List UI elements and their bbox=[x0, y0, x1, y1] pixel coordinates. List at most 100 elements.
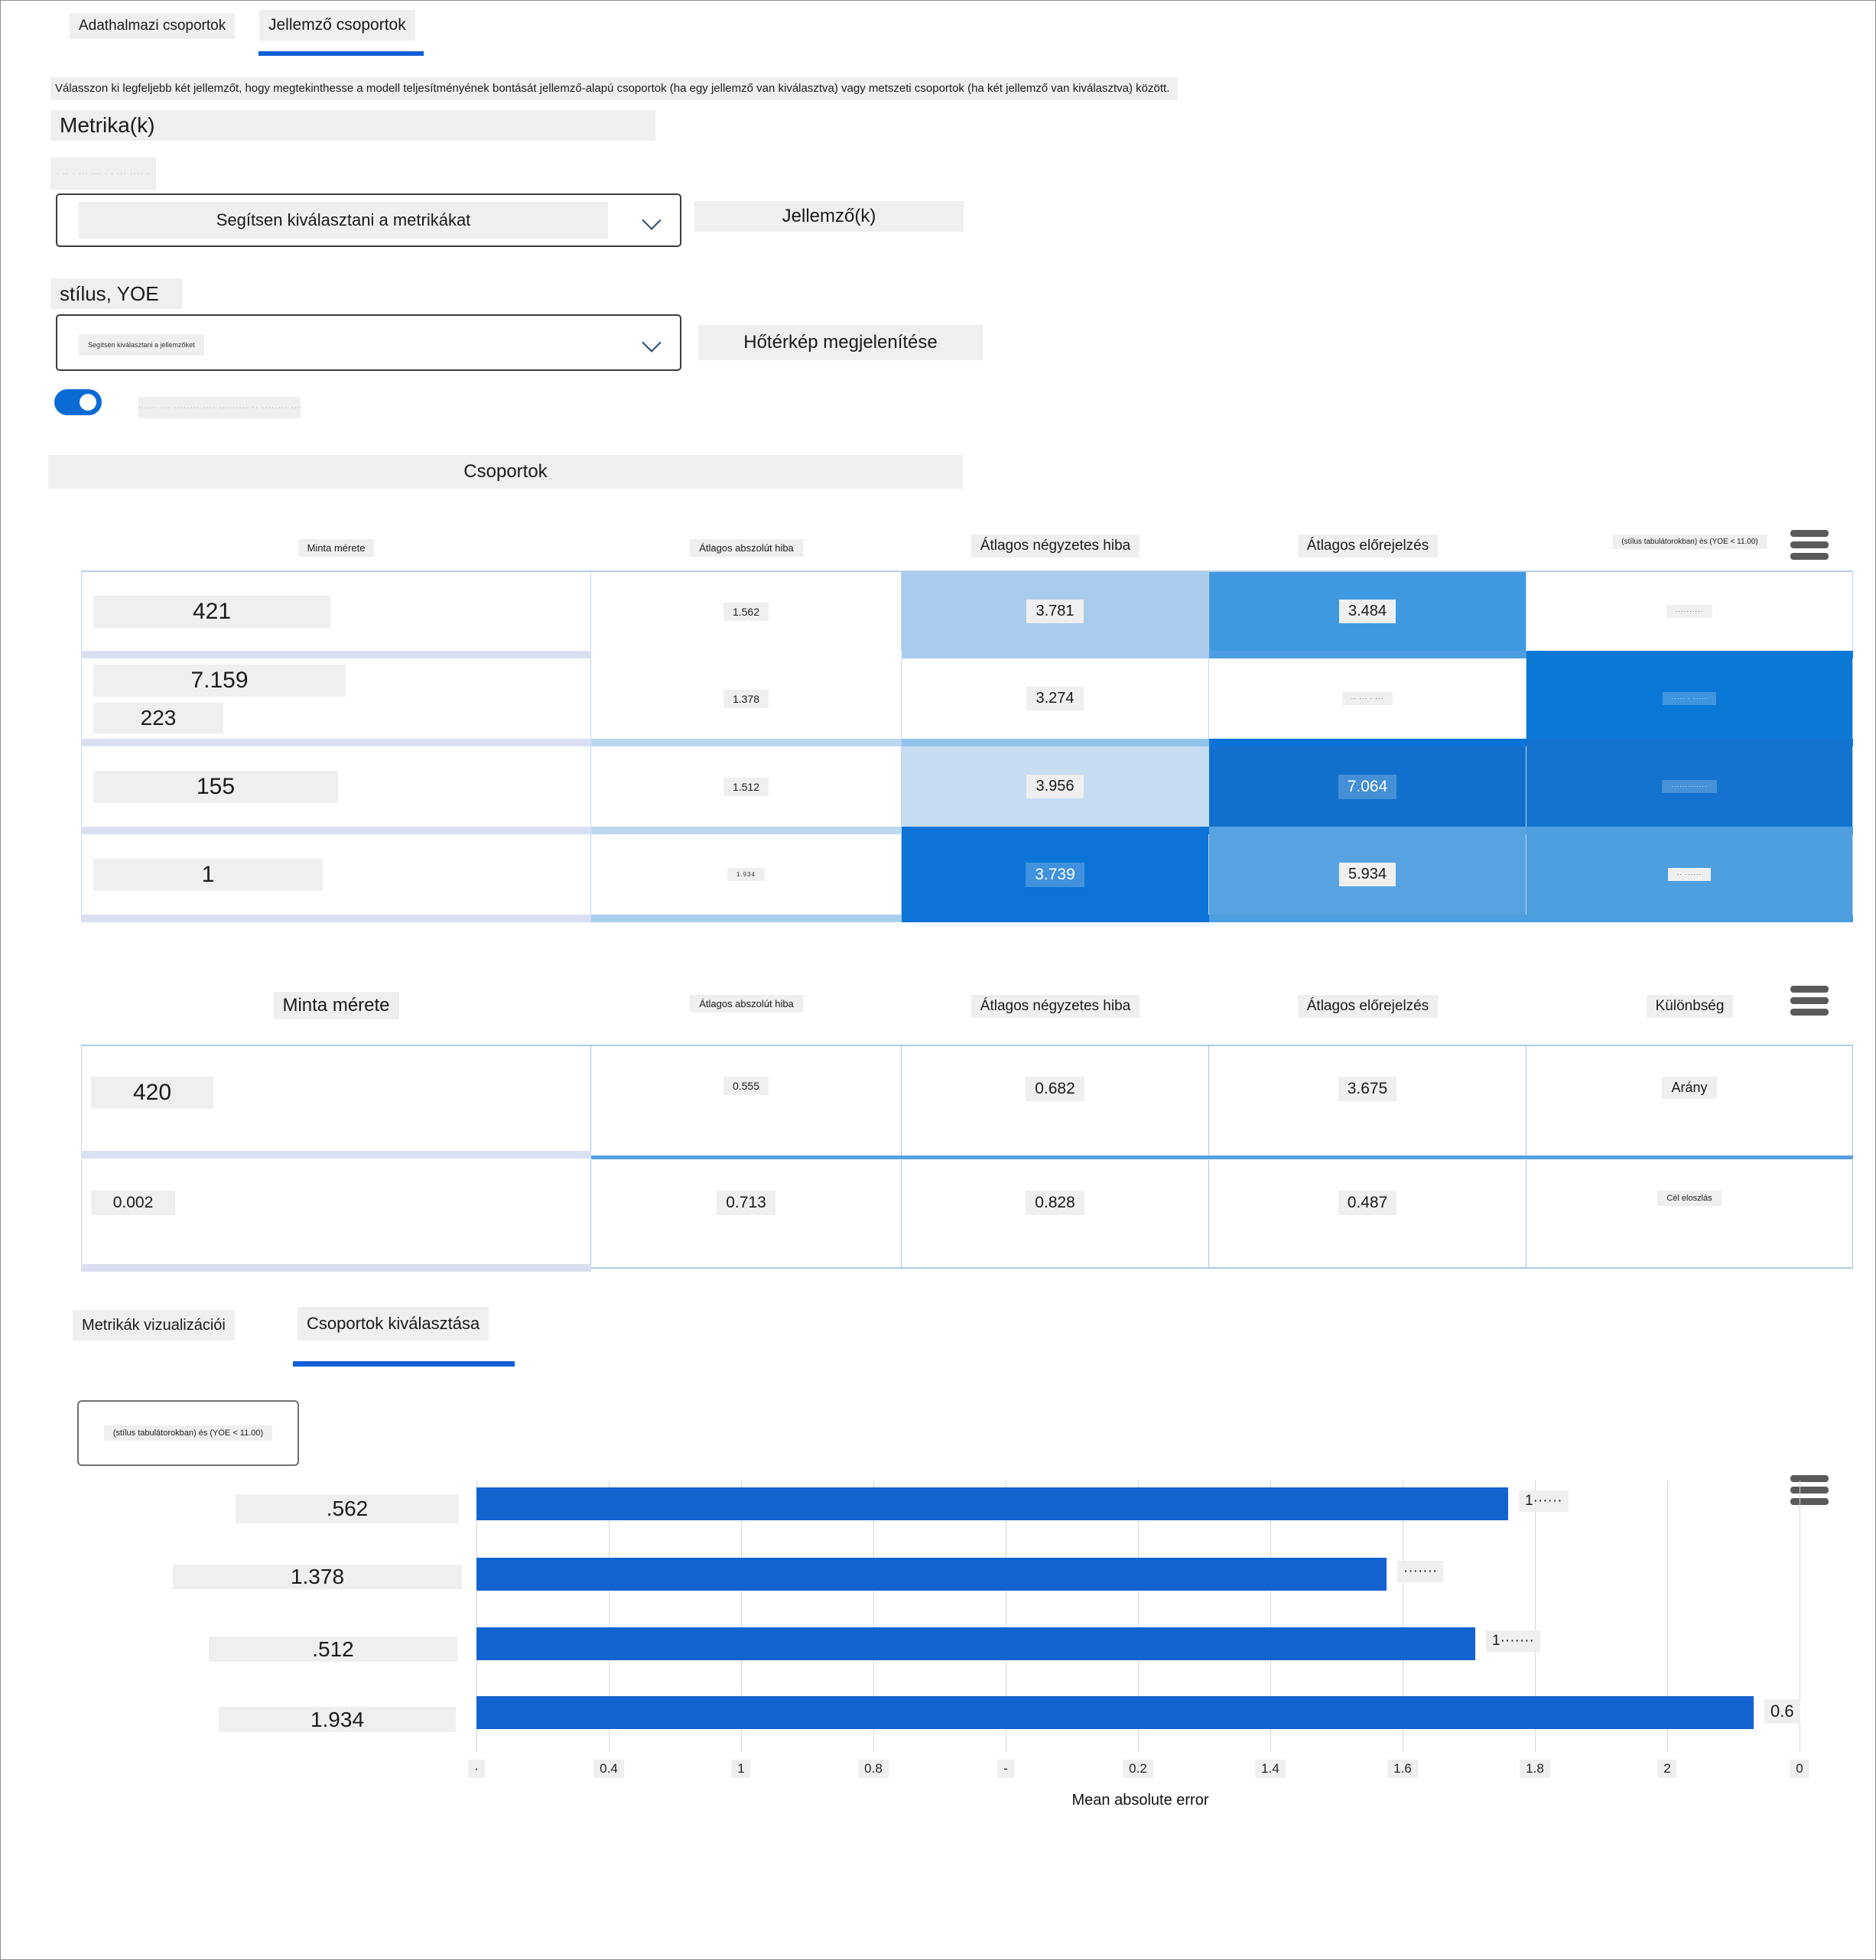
table1-row-separator bbox=[591, 651, 902, 658]
active-tab-underline bbox=[258, 51, 424, 56]
chart-gridline bbox=[1138, 1481, 1139, 1752]
tab-dataset-cohorts[interactable]: Adathalmazi csoportok bbox=[70, 13, 236, 39]
chevron-down-icon bbox=[642, 210, 662, 230]
cell-value: 0.713 bbox=[717, 1191, 775, 1215]
cell-value: 5.934 bbox=[1338, 863, 1396, 886]
chart-xtick-0: · bbox=[468, 1760, 485, 1778]
table2-cell-r0c4[interactable]: Arány bbox=[1526, 1045, 1853, 1156]
feature-selector-label: Segítsen kiválasztani a jellemzőket bbox=[79, 334, 204, 356]
table1-cell-r2c1[interactable]: 1.512 bbox=[591, 746, 902, 827]
cohort-chip-button[interactable]: (stílus tabulátorokban) és (YOE < 11.00) bbox=[77, 1400, 299, 1466]
tab-feature-cohorts[interactable]: Jellemző csoportok bbox=[259, 10, 415, 41]
feature-selector-dropdown[interactable]: Segítsen kiválasztani a jellemzőket bbox=[56, 314, 681, 371]
table2-cell-r0c3[interactable]: 3.675 bbox=[1209, 1045, 1526, 1156]
table2-header-1: Átlagos abszolút hiba bbox=[690, 995, 803, 1013]
chart-xtick-4: - bbox=[997, 1760, 1014, 1778]
table2-header-3: Átlagos előrejelzés bbox=[1297, 995, 1439, 1018]
chart-bar-3[interactable] bbox=[476, 1696, 1754, 1729]
table2-divider bbox=[81, 1151, 591, 1159]
table2-header-4: Különbség bbox=[1646, 995, 1734, 1018]
chart-bar-1[interactable] bbox=[476, 1558, 1387, 1591]
chart-xtick-5: 0.2 bbox=[1123, 1760, 1153, 1778]
table1-cell-r3c2[interactable]: 3.739 bbox=[902, 834, 1209, 915]
table2-cell-r1c2[interactable]: 0.828 bbox=[902, 1160, 1209, 1267]
cell-value: 0.002 bbox=[91, 1191, 175, 1215]
cell-value: 0.555 bbox=[723, 1077, 769, 1095]
table1-row-separator bbox=[1209, 739, 1526, 746]
cell-value: 7.064 bbox=[1338, 774, 1397, 799]
cell-value: ·· ··· · ··· bbox=[1341, 692, 1393, 705]
table1-cell-r2c2[interactable]: 3.956 bbox=[902, 746, 1209, 827]
toggle-knob-icon bbox=[80, 394, 96, 411]
chart-xtick-10: 0 bbox=[1790, 1760, 1809, 1778]
heatmap-toggle[interactable] bbox=[54, 389, 102, 415]
table2-header-0: Minta mérete bbox=[273, 992, 399, 1019]
table1-cell-r2c0[interactable]: 155 bbox=[81, 746, 591, 827]
cell-value: 0.828 bbox=[1026, 1191, 1084, 1215]
chart-gridline bbox=[741, 1481, 742, 1752]
table1-row-separator bbox=[1526, 915, 1853, 922]
table1-cell-r0c0[interactable]: 421 bbox=[81, 570, 591, 651]
table1-cell-r1c4[interactable]: ····· · ····· bbox=[1526, 658, 1853, 739]
heatmap-toggle-label: Hőtérkép megjelenítése bbox=[698, 325, 983, 360]
table2-cell-r0c2[interactable]: 0.682 bbox=[902, 1045, 1209, 1156]
table1-cell-r0c1[interactable]: 1.562 bbox=[591, 570, 902, 651]
table1-cell-r1c3[interactable]: ·· ··· · ··· bbox=[1209, 658, 1526, 739]
table1-cell-r3c3[interactable]: 5.934 bbox=[1209, 834, 1526, 915]
table1-row-separator bbox=[902, 739, 1209, 746]
table1-menu-button[interactable] bbox=[1790, 530, 1829, 560]
table1-row-separator bbox=[81, 651, 591, 658]
table1-cell-r0c3[interactable]: 3.484 bbox=[1209, 570, 1526, 651]
table1-row-separator bbox=[591, 827, 902, 834]
cell-value: Arány bbox=[1662, 1077, 1717, 1099]
chart-xlabel: Mean absolute error bbox=[1071, 1792, 1209, 1809]
table1-cell-r0c4[interactable]: ·········· bbox=[1526, 570, 1853, 651]
table1-header-0: Minta mérete bbox=[297, 539, 375, 557]
table1-row-separator bbox=[902, 827, 1209, 834]
table2-cell-r0c0[interactable]: 420 bbox=[81, 1045, 591, 1156]
table2-cell-r0c1[interactable]: 0.555 bbox=[591, 1045, 902, 1156]
chart-category-label-2: .512 bbox=[209, 1637, 457, 1662]
chart-gridline bbox=[476, 1481, 477, 1752]
cell-value: 420 bbox=[91, 1077, 213, 1109]
table1-cell-r0c2[interactable]: 3.781 bbox=[902, 570, 1209, 651]
table1-cell-r2c4[interactable]: ············· bbox=[1526, 746, 1853, 827]
cell-value: 7.159 bbox=[93, 664, 346, 697]
cell-value: 3.781 bbox=[1026, 600, 1084, 623]
cell-value: 1.378 bbox=[723, 689, 769, 708]
table1-row-separator bbox=[1209, 651, 1526, 658]
cell-value: ·········· bbox=[1666, 605, 1713, 618]
table2-cell-r1c4[interactable]: Cél eloszlás bbox=[1526, 1160, 1853, 1267]
cell-value: 3.739 bbox=[1026, 862, 1084, 887]
chart-menu-button[interactable] bbox=[1790, 1475, 1829, 1505]
chart-xtick-8: 1.8 bbox=[1520, 1760, 1550, 1778]
table1-cell-r3c1[interactable]: 1.934 bbox=[591, 834, 902, 915]
table1-cell-r1c1[interactable]: 1.378 bbox=[591, 658, 902, 739]
cell-value: 3.484 bbox=[1338, 600, 1396, 623]
table2-cell-r1c3[interactable]: 0.487 bbox=[1209, 1160, 1526, 1267]
table1-cell-r3c0[interactable]: 1 bbox=[81, 834, 591, 915]
tab-cohort-selection[interactable]: Csoportok kiválasztása bbox=[297, 1307, 489, 1341]
table2-cell-r1c1[interactable]: 0.713 bbox=[591, 1160, 902, 1267]
cohort-chip-label: (stílus tabulátorokban) és (YOE < 11.00) bbox=[103, 1425, 273, 1441]
table1-cell-r3c4[interactable]: ·· ······ bbox=[1526, 834, 1853, 915]
cohorts-section-title: Csoportok bbox=[48, 455, 963, 489]
table1-cell-r1c2[interactable]: 3.274 bbox=[902, 658, 1209, 739]
chart-xtick-2: 1 bbox=[731, 1760, 751, 1778]
cell-value: 3.675 bbox=[1338, 1077, 1397, 1101]
chart-category-label-0: .562 bbox=[236, 1494, 459, 1523]
table1-row-separator bbox=[81, 827, 591, 834]
chart-category-label-3: 1.934 bbox=[219, 1707, 456, 1732]
table2-menu-button[interactable] bbox=[1790, 986, 1829, 1016]
table2-cell-r1c0[interactable]: 0.002 bbox=[81, 1160, 591, 1267]
tab-metrics-visualizations[interactable]: Metrikák vizualizációi bbox=[73, 1310, 235, 1341]
table1-cell-r2c3[interactable]: 7.064 bbox=[1209, 746, 1526, 827]
metric-selector-dropdown[interactable]: Segítsen kiválasztani a metrikákat bbox=[56, 193, 681, 247]
chart-bar-0[interactable] bbox=[476, 1487, 1508, 1520]
cell-value: 223 bbox=[93, 702, 223, 733]
chart-bar-2[interactable] bbox=[476, 1627, 1475, 1660]
chart-gridline bbox=[1270, 1481, 1271, 1752]
chart-xtick-6: 1.4 bbox=[1255, 1760, 1286, 1778]
table2-bottom-border bbox=[591, 1267, 1853, 1269]
table1-cell-r1c0[interactable]: 7.159 223 bbox=[81, 658, 591, 739]
